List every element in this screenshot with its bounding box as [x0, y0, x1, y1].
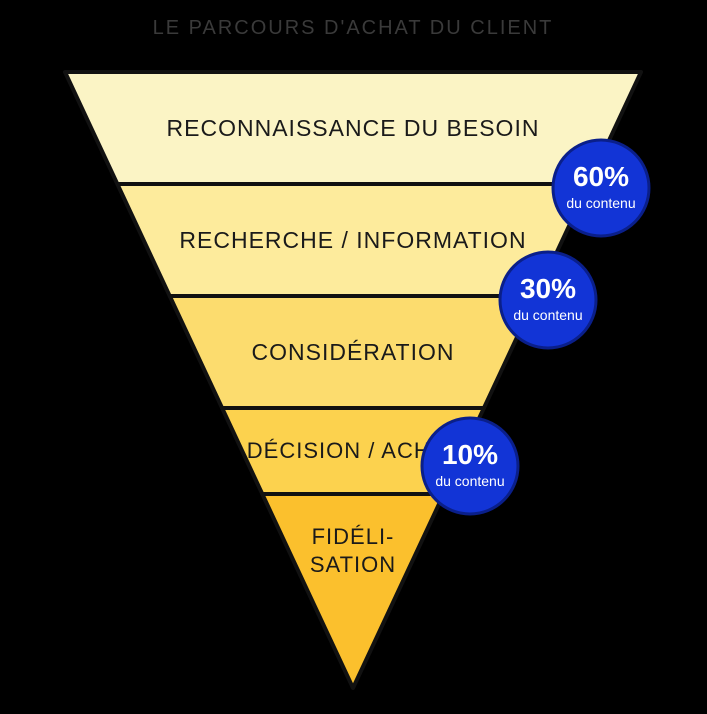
- badge-percent: 30%: [520, 273, 576, 304]
- badge-2: 10% du contenu: [422, 418, 518, 514]
- badge-subtext: du contenu: [513, 307, 582, 323]
- badge-0: 60% du contenu: [553, 140, 649, 236]
- diagram-title: LE PARCOURS D'ACHAT DU CLIENT: [153, 17, 554, 39]
- funnel-stage-label-1: RECHERCHE / INFORMATION: [179, 227, 526, 253]
- badge-percent: 60%: [573, 161, 629, 192]
- funnel-stage-label-2: CONSIDÉRATION: [252, 339, 455, 365]
- funnel-stage-label-4: FIDÉLI-: [312, 524, 395, 549]
- badge-subtext: du contenu: [566, 195, 635, 211]
- funnel-stage-label-4-line2: SATION: [310, 552, 396, 577]
- badge-1: 30% du contenu: [500, 252, 596, 348]
- badge-subtext: du contenu: [435, 473, 504, 489]
- badge-percent: 10%: [442, 439, 498, 470]
- funnel-stage-label-0: RECONNAISSANCE DU BESOIN: [167, 115, 540, 141]
